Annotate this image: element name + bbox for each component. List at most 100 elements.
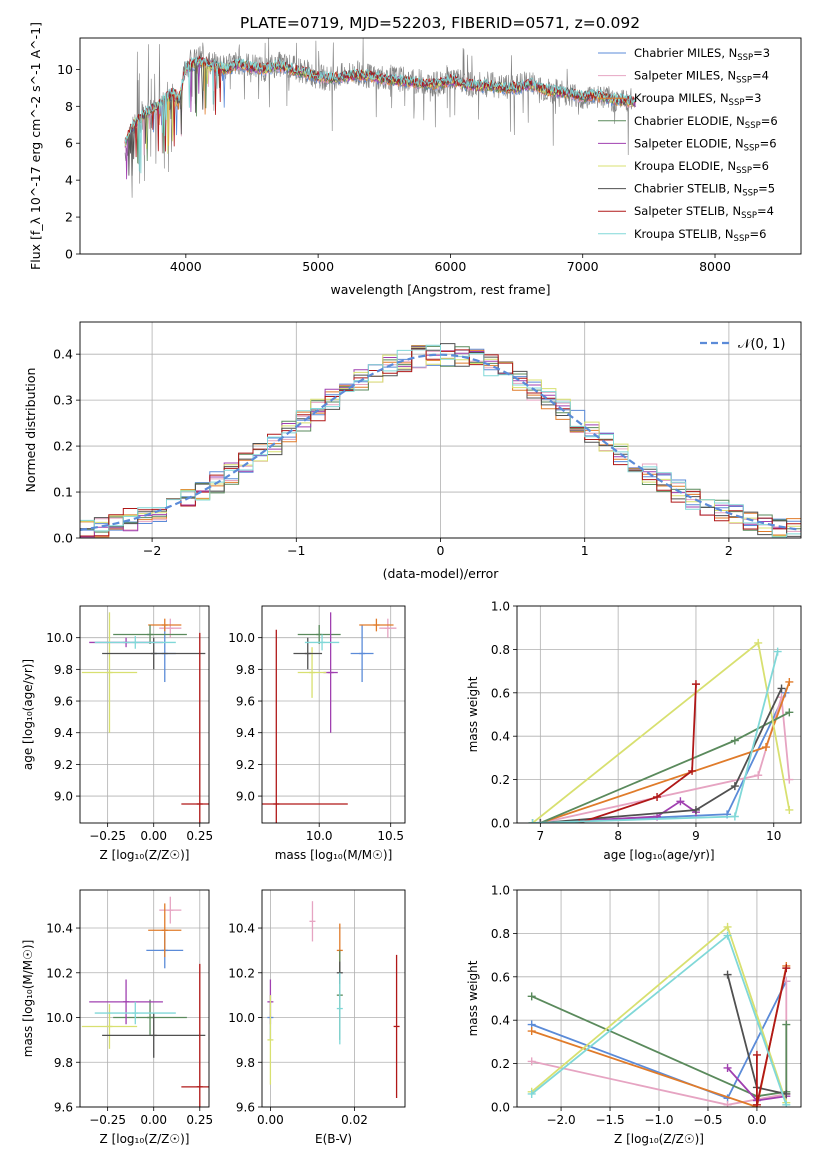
x-tick-label: 8	[614, 829, 622, 843]
y-tick-label: 9.6	[54, 1101, 73, 1115]
weight-marker	[723, 1100, 732, 1107]
y-tick-label: 10.0	[46, 1011, 73, 1025]
weight-marker	[761, 743, 770, 752]
x-tick-label: 0.00	[140, 1113, 167, 1127]
y-axis-label: Flux [f_λ 10^-17 erg cm^-2 s^-1 A^-1]	[28, 22, 43, 270]
weight-marker	[723, 922, 732, 931]
axes-spectrum: 4000 5000 6000 7000 8000 0 2 4 6 8 10 wavelength [A…	[28, 22, 802, 297]
axes-frame	[79, 605, 210, 824]
weight-marker	[536, 819, 545, 823]
weight-marker	[723, 931, 732, 940]
axes-ebv-mass: 0.00 0.02 9.6 9.8 10.0 10.2 10.4 E(B-V)	[228, 889, 406, 1146]
x-tick-label: 9	[692, 829, 700, 843]
weight-line	[540, 688, 783, 823]
y-tick-label: 9.2	[54, 758, 73, 772]
plot-area-age-weight	[528, 638, 794, 823]
y-tick-label: 8	[65, 99, 73, 114]
spectrum-legend: Chabrier MILES, NSSP=3 Salpeter MILES, NS…	[598, 46, 778, 244]
y-tick-label: 0.6	[491, 686, 510, 700]
weight-marker	[723, 1063, 732, 1072]
y-tick-label: 0.8	[491, 643, 510, 657]
x-axis-label: age [log₁₀(age/yr)]	[603, 848, 714, 862]
weight-marker	[754, 771, 763, 780]
x-tick-label: 0.02	[341, 1113, 368, 1127]
y-tick-label: 9.4	[236, 726, 255, 740]
x-tick-label: 7000	[567, 259, 599, 274]
axes-frame	[261, 605, 406, 824]
legend-label: Salpeter MILES, NSSP=4	[634, 69, 769, 86]
legend-label: Chabrier ELODIE, NSSP=6	[634, 114, 778, 131]
weight-marker	[575, 819, 584, 823]
y-tick-label: 2	[65, 210, 73, 225]
legend-label: Chabrier STELIB, NSSP=5	[634, 182, 775, 199]
y-tick-label: 10.4	[228, 922, 255, 936]
weight-marker	[785, 708, 794, 717]
legend-label: Kroupa STELIB, NSSP=6	[634, 227, 766, 244]
y-tick-label: 0.4	[491, 730, 510, 744]
y-tick-label: 0.4	[53, 347, 73, 362]
y-tick-label: 10.2	[46, 966, 73, 980]
legend-label: Salpeter STELIB, NSSP=4	[634, 204, 774, 221]
y-tick-label: 6	[65, 136, 73, 151]
x-tick-label: 10.5	[377, 829, 404, 843]
plot-area-ebv-mass	[267, 901, 400, 1099]
legend-label: 𝒩(0, 1)	[738, 337, 785, 352]
axes-frame	[516, 605, 802, 824]
y-tick-label: 1.0	[491, 600, 510, 614]
weight-line	[531, 995, 788, 1098]
weight-marker	[782, 1089, 791, 1098]
x-tick-label: 0	[437, 543, 445, 558]
weight-marker	[785, 805, 794, 814]
x-tick-label: 0.0	[747, 1113, 766, 1127]
y-tick-label: 0.4	[491, 1014, 510, 1028]
y-tick-label: 0.2	[491, 1057, 510, 1071]
weight-marker	[653, 792, 662, 801]
x-axis-label: E(B-V)	[315, 1132, 352, 1146]
weight-marker	[676, 797, 685, 806]
y-tick-label: 9.0	[54, 790, 73, 804]
y-tick-label: 0.3	[53, 393, 73, 408]
weight-marker	[723, 970, 732, 979]
y-axis-label: mass [log₁₀(M/M☉)]	[21, 940, 35, 1058]
spectrum-model-line	[124, 56, 636, 174]
weight-marker	[527, 992, 536, 1001]
x-tick-label: 7	[537, 829, 545, 843]
x-tick-label: 5000	[302, 259, 334, 274]
weight-marker	[691, 680, 700, 689]
histogram-step	[80, 344, 801, 538]
y-tick-label: 0.6	[491, 970, 510, 984]
plot-area-mass-age	[262, 612, 397, 823]
y-tick-label: 9.8	[54, 663, 73, 677]
y-tick-label: 9.8	[236, 1056, 255, 1070]
plot-area-residuals	[80, 343, 801, 538]
y-tick-label: 9.6	[54, 695, 73, 709]
x-tick-label: −1	[287, 543, 305, 558]
weight-marker	[752, 1100, 761, 1107]
x-tick-label: −2.0	[546, 1113, 575, 1127]
legend-label: Chabrier MILES, NSSP=3	[634, 46, 770, 63]
weight-marker	[527, 1089, 536, 1098]
x-tick-label: −0.25	[89, 829, 126, 843]
weight-line	[540, 800, 697, 823]
axes-mass-age: 10.0 10.5 9.0 9.2 9.4 9.6 9.8 10.0 mass [log₁₀(M…	[228, 605, 406, 862]
weight-marker	[782, 964, 791, 973]
weight-marker	[777, 684, 786, 693]
y-tick-label: 1.0	[491, 884, 510, 898]
weight-marker	[754, 638, 763, 647]
x-tick-label: −2	[143, 543, 161, 558]
y-tick-label: 9.6	[236, 1101, 255, 1115]
x-axis-label: wavelength [Angstrom, rest frame]	[330, 282, 550, 297]
x-tick-label: 6000	[435, 259, 467, 274]
axes-frame	[79, 37, 802, 255]
weight-marker	[730, 812, 739, 821]
y-tick-label: 0.0	[491, 817, 510, 831]
y-tick-label: 10.0	[228, 1011, 255, 1025]
x-axis-label: Z [log₁₀(Z/Z☉)]	[100, 1132, 190, 1146]
y-tick-label: 9.2	[236, 758, 255, 772]
gaussian-curve	[80, 353, 801, 531]
weight-marker	[688, 766, 697, 775]
x-axis-label: mass [log₁₀(M/M☉)]	[275, 848, 393, 862]
y-tick-label: 0.0	[53, 531, 73, 546]
